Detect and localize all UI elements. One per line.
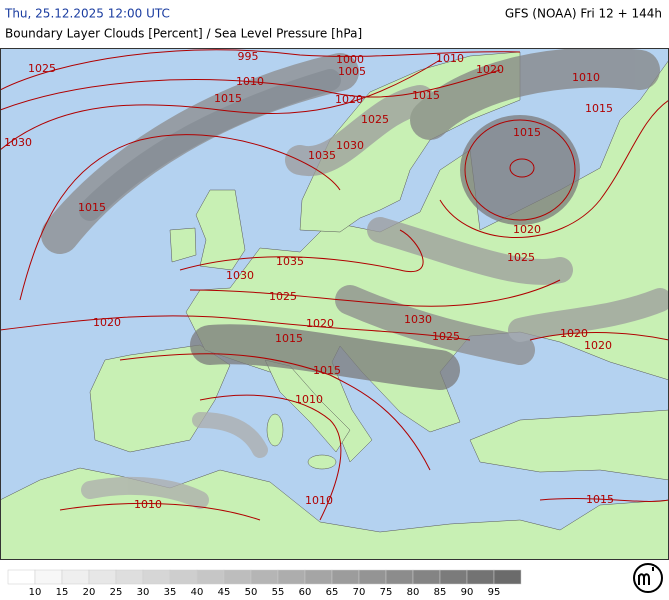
colorbar-label: 70 xyxy=(353,587,366,598)
map-title: Boundary Layer Clouds [Percent] / Sea Le… xyxy=(5,27,362,41)
colorbar-swatch xyxy=(412,569,441,585)
logo xyxy=(633,563,663,593)
turkey xyxy=(469,409,669,481)
isobar-label: 1015 xyxy=(313,364,341,377)
colorbar-swatch xyxy=(304,569,333,585)
colorbar-label: 55 xyxy=(272,587,285,598)
isobar-label: 1030 xyxy=(4,136,32,149)
colorbar-label: 65 xyxy=(326,587,339,598)
isobar-label: 1025 xyxy=(28,62,56,75)
colorbar-swatch xyxy=(493,569,522,585)
isobar-label: 1025 xyxy=(361,113,389,126)
isobar-label: 1005 xyxy=(338,65,366,78)
colorbar-label: 45 xyxy=(218,587,231,598)
colorbar-label: 50 xyxy=(245,587,258,598)
colorbar-swatch xyxy=(115,569,144,585)
isobar-label: 1015 xyxy=(586,493,614,506)
isobar-label: 1020 xyxy=(476,63,504,76)
colorbar-label: 15 xyxy=(56,587,69,598)
isobar-label: 1030 xyxy=(226,269,254,282)
isobar-label: 1020 xyxy=(513,223,541,236)
colorbar-swatch xyxy=(34,569,63,585)
colorbar-label: 80 xyxy=(407,587,420,598)
isobar-label: 1035 xyxy=(308,149,336,162)
isobar-label: 1000 xyxy=(336,53,364,66)
colorbar-swatch xyxy=(466,569,495,585)
isobar-label: 1015 xyxy=(78,201,106,214)
colorbar-label: 20 xyxy=(83,587,96,598)
colorbar-swatch xyxy=(250,569,279,585)
isobar-label: 1025 xyxy=(269,290,297,303)
isobar-label: 1035 xyxy=(276,255,304,268)
colorbar-label: 35 xyxy=(164,587,177,598)
colorbar-label: 75 xyxy=(380,587,393,598)
isobar-label: 1020 xyxy=(93,316,121,329)
datetime: Thu, 25.12.2025 12:00 UTC xyxy=(4,7,170,21)
isobar-label: 1015 xyxy=(214,92,242,105)
isobar-label: 1020 xyxy=(306,317,334,330)
colorbar-swatch xyxy=(61,569,90,585)
isobars xyxy=(0,49,669,521)
sicily xyxy=(307,454,337,470)
model-run: GFS (NOAA) Fri 12 + 144h xyxy=(505,7,662,21)
colorbar-label: 40 xyxy=(191,587,204,598)
colorbar-swatch xyxy=(88,569,117,585)
isobar-label: 1010 xyxy=(295,393,323,406)
colorbar-label: 10 xyxy=(29,587,42,598)
britain xyxy=(195,189,246,271)
colorbar-label: 90 xyxy=(461,587,474,598)
isobar-label: 1010 xyxy=(572,71,600,84)
sardinia xyxy=(266,413,284,447)
colorbar-swatch xyxy=(196,569,225,585)
colorbar-swatch xyxy=(169,569,198,585)
isobar-label: 1010 xyxy=(305,494,333,507)
colorbar: 10 15 20 25 30 35 40 45 50 55 60 65 70 75 80 85 90 95 xyxy=(7,569,522,598)
isobar-label: 1015 xyxy=(412,89,440,102)
isobar-label: 1020 xyxy=(560,327,588,340)
isobar-label: 1010 xyxy=(436,52,464,65)
colorbar-swatch xyxy=(331,569,360,585)
colorbar-label: 95 xyxy=(488,587,501,598)
isobar-label: 1030 xyxy=(336,139,364,152)
colorbar-label: 25 xyxy=(110,587,123,598)
isobar-label: 1015 xyxy=(275,332,303,345)
colorbar-label: 85 xyxy=(434,587,447,598)
isobar-label: 1020 xyxy=(335,93,363,106)
isobar-label: 1030 xyxy=(404,313,432,326)
isobar-label: 1025 xyxy=(507,251,535,264)
isobar-label: 1025 xyxy=(432,330,460,343)
colorbar-swatch xyxy=(277,569,306,585)
colorbar-swatch xyxy=(223,569,252,585)
isobar-label: 1010 xyxy=(134,498,162,511)
colorbar-swatch xyxy=(385,569,414,585)
colorbar-swatch xyxy=(439,569,468,585)
clouds xyxy=(41,48,669,509)
isobar-label: 1020 xyxy=(584,339,612,352)
colorbar-label: 30 xyxy=(137,587,150,598)
colorbar-swatch xyxy=(142,569,171,585)
isobar-label: 995 xyxy=(238,50,259,63)
ireland xyxy=(169,227,197,263)
isobar-label: 1010 xyxy=(236,75,264,88)
colorbar-label: 60 xyxy=(299,587,312,598)
isobar-label: 1015 xyxy=(513,126,541,139)
colorbar-swatch xyxy=(7,569,36,585)
isobar-label: 1015 xyxy=(585,102,613,115)
colorbar-swatch xyxy=(358,569,387,585)
